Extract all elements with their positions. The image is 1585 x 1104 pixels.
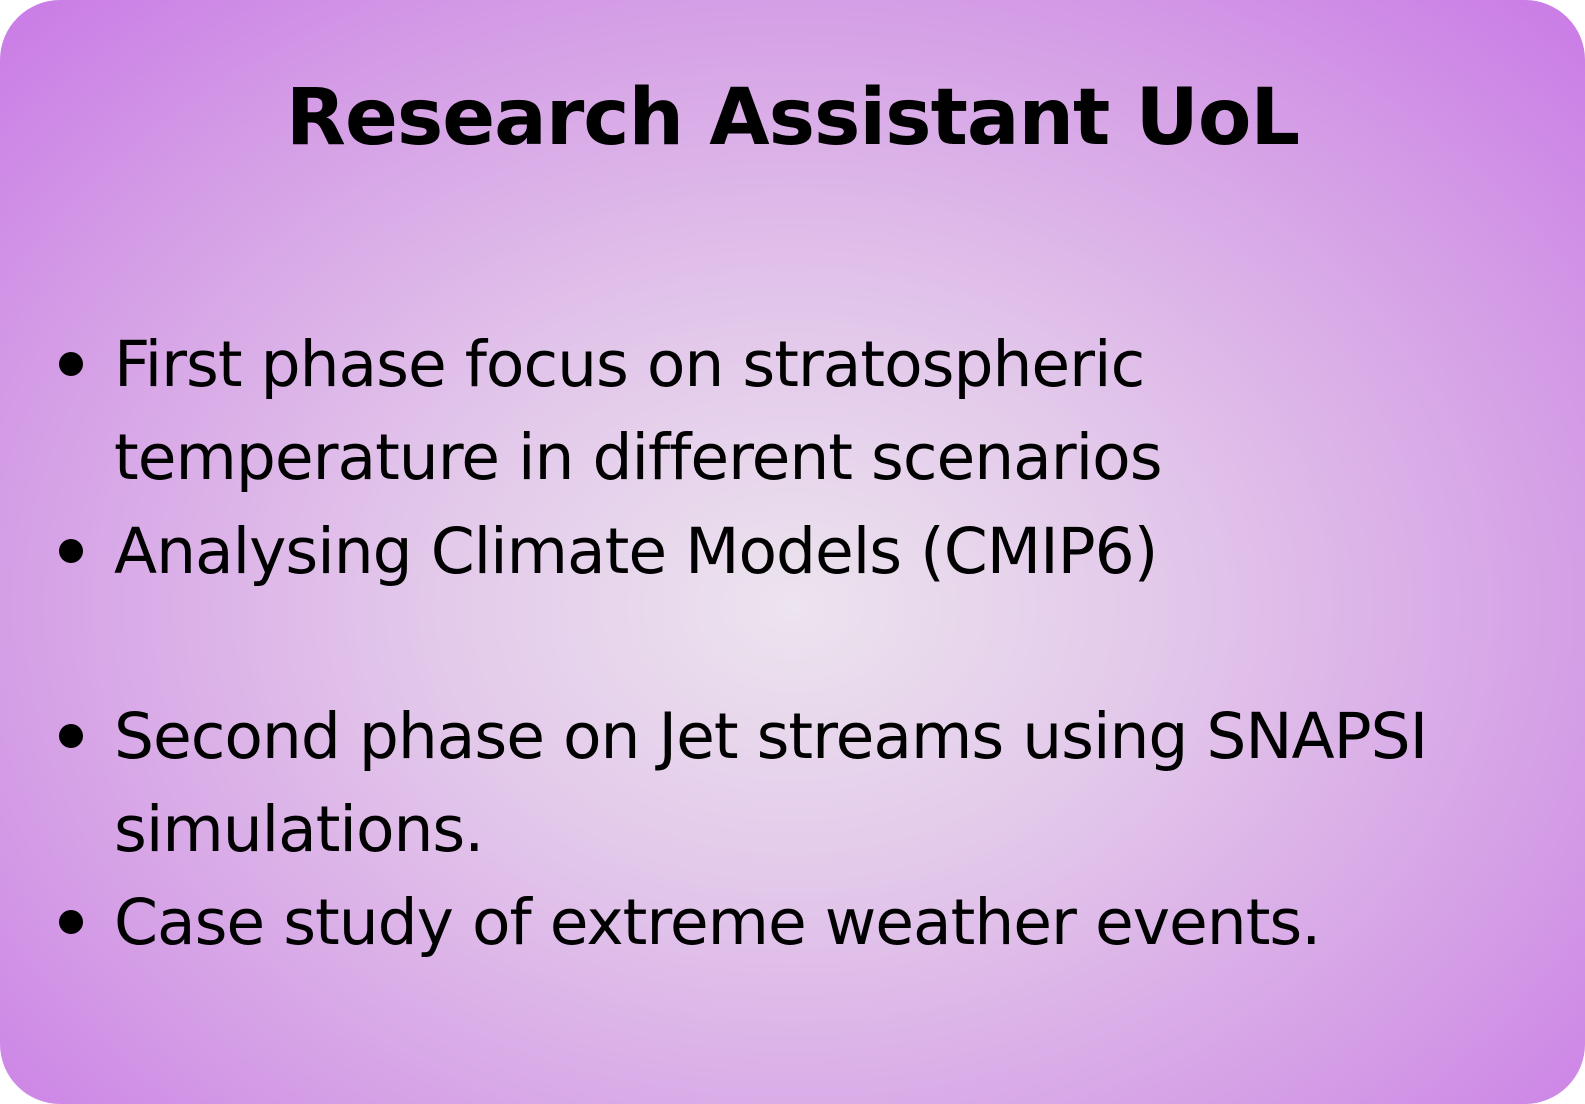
bullet-text-line: Analysing Climate Models (CMIP6) <box>114 515 1158 588</box>
bullet-text-line: First phase focus on stratospheric <box>114 328 1145 401</box>
bullet-dot-icon <box>59 539 83 563</box>
bullet-item-climate-models: Analysing Climate Models (CMIP6) <box>59 505 1554 598</box>
bullet-item-first-phase: First phase focus on stratospheric tempe… <box>59 318 1554 504</box>
bullet-text-line: simulations. <box>114 793 484 866</box>
bullet-dot-icon <box>59 724 83 748</box>
bullet-item-second-phase: Second phase on Jet streams using SNAPSI… <box>59 690 1554 876</box>
bullet-text-line: temperature in different scenarios <box>114 421 1163 494</box>
bullet-dot-icon <box>59 352 83 376</box>
card-title: Research Assistant UoL <box>285 73 1300 163</box>
bullet-item-case-study: Case study of extreme weather events. <box>59 876 1554 969</box>
bullet-text-line: Second phase on Jet streams using SNAPSI <box>114 700 1428 773</box>
bullet-text-line: Case study of extreme weather events. <box>114 886 1321 959</box>
bullet-dot-icon <box>59 910 83 934</box>
